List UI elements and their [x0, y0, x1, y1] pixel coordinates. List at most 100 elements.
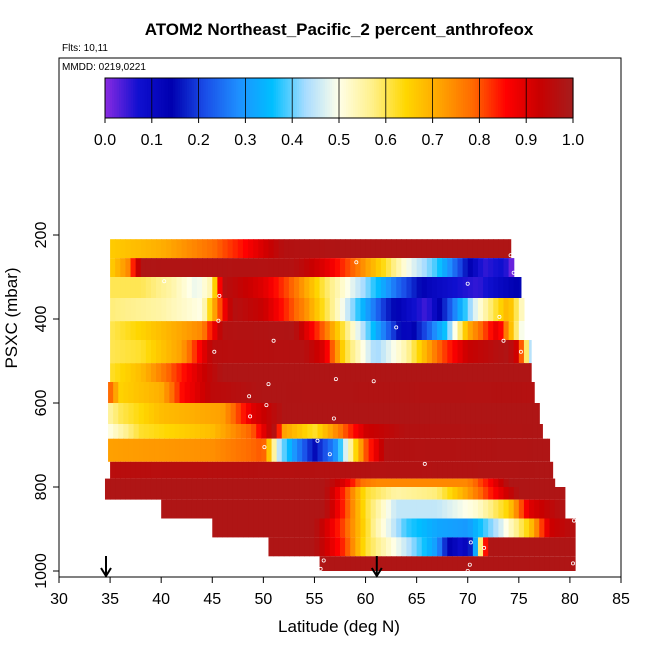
- heatmap-cell-11: [493, 461, 499, 479]
- heatmap-cell-2: [156, 277, 162, 298]
- heatmap-cell-4: [253, 321, 259, 340]
- colorbar-segment: [432, 78, 436, 118]
- heatmap-cell-11: [294, 461, 300, 479]
- heatmap-cell-3: [248, 298, 254, 322]
- heatmap-cell-5: [222, 340, 229, 364]
- heatmap-cell-8: [297, 403, 303, 424]
- heatmap-cell-7: [521, 382, 528, 403]
- heatmap-cell-11: [299, 461, 305, 479]
- colorbar-segment: [170, 78, 174, 118]
- heatmap-cell-3: [498, 298, 505, 322]
- heatmap-cell-9: [169, 424, 176, 439]
- heatmap-cell-12: [483, 478, 489, 487]
- heatmap-cell-16: [288, 537, 295, 557]
- x-axis-label: Latitude (deg N): [278, 617, 400, 636]
- heatmap-cell-10: [307, 438, 314, 462]
- heatmap-cell-11: [202, 461, 208, 479]
- heatmap-cell-5: [115, 340, 121, 364]
- heatmap-cell-11: [385, 461, 392, 479]
- heatmap-cell-9: [297, 424, 303, 439]
- heatmap-cell-12: [299, 478, 305, 487]
- heatmap-cell-2: [130, 277, 137, 298]
- heatmap-cell-15: [462, 518, 469, 538]
- heatmap-cell-12: [477, 478, 484, 487]
- heatmap-cell-1: [110, 258, 116, 277]
- heatmap-cell-14: [334, 499, 341, 519]
- heatmap-cell-17: [431, 556, 438, 571]
- heatmap-cell-6: [462, 363, 469, 382]
- heatmap-cell-10: [179, 438, 186, 462]
- heatmap-cell-0: [125, 239, 132, 259]
- colorbar-segment: [329, 78, 333, 118]
- heatmap-cell-6: [140, 363, 147, 382]
- heatmap-cell-12: [196, 478, 203, 487]
- heatmap-cell-7: [133, 382, 140, 403]
- colorbar-segment: [334, 78, 338, 118]
- heatmap-cell-8: [164, 403, 170, 424]
- heatmap-cell-9: [491, 424, 497, 439]
- heatmap-cell-2: [498, 277, 505, 298]
- heatmap-cell-3: [365, 298, 372, 322]
- heatmap-cell-2: [452, 277, 459, 298]
- heatmap-cell-7: [281, 382, 288, 403]
- heatmap-cell-5: [452, 340, 459, 364]
- heatmap-cell-8: [491, 403, 497, 424]
- heatmap-cell-13: [493, 487, 499, 500]
- colorbar-segment: [537, 78, 541, 118]
- heatmap-cell-7: [445, 382, 451, 403]
- heatmap-cell-17: [406, 556, 413, 571]
- heatmap-cell-8: [312, 403, 319, 424]
- heatmap-cell-6: [222, 363, 229, 382]
- heatmap-cell-6: [150, 363, 157, 382]
- heatmap-cell-14: [518, 499, 525, 519]
- heatmap-cell-11: [406, 461, 413, 479]
- heatmap-cell-3: [391, 298, 397, 322]
- heatmap-cell-1: [242, 258, 249, 277]
- heatmap-cell-2: [263, 277, 270, 298]
- heatmap-cell-13: [406, 487, 413, 500]
- heatmap-cell-0: [477, 239, 484, 259]
- heatmap-cell-7: [404, 382, 411, 403]
- heatmap-cell-13: [288, 487, 295, 500]
- heatmap-cell-6: [288, 363, 295, 382]
- colorbar-segment: [229, 78, 232, 118]
- heatmap-cell-0: [273, 239, 280, 259]
- heatmap-cell-4: [125, 321, 132, 340]
- heatmap-cell-0: [115, 239, 121, 259]
- heatmap-cell-6: [380, 363, 387, 382]
- heatmap-cell-0: [370, 239, 377, 259]
- heatmap-cell-7: [332, 382, 339, 403]
- heatmap-cell-8: [501, 403, 508, 424]
- heatmap-cell-6: [513, 363, 520, 382]
- heatmap-cell-13: [161, 487, 167, 500]
- heatmap-cell-15: [457, 518, 464, 538]
- heatmap-cell-0: [345, 239, 351, 259]
- colorbar-segment: [179, 78, 183, 118]
- heatmap-cell-6: [314, 363, 321, 382]
- heatmap-cell-8: [363, 403, 370, 424]
- heatmap-cell-11: [115, 461, 121, 479]
- heatmap-cell-5: [207, 340, 213, 364]
- heatmap-cell-12: [385, 478, 392, 487]
- heatmap-cell-6: [166, 363, 172, 382]
- heatmap-cell-13: [253, 487, 259, 500]
- heatmap-cell-6: [207, 363, 213, 382]
- heatmap-cell-16: [345, 537, 351, 557]
- heatmap-cell-10: [184, 438, 191, 462]
- heatmap-cell-15: [493, 518, 499, 538]
- heatmap-cell-17: [477, 556, 484, 571]
- heatmap-cell-16: [273, 537, 280, 557]
- heatmap-cell-10: [348, 438, 354, 462]
- heatmap-cell-16: [329, 537, 336, 557]
- heatmap-cell-14: [493, 499, 499, 519]
- heatmap-cell-8: [322, 403, 329, 424]
- heatmap-cell-2: [140, 277, 147, 298]
- heatmap-cell-15: [375, 518, 382, 538]
- heatmap-cell-9: [337, 424, 344, 439]
- colorbar-segment: [184, 78, 188, 118]
- heatmap-cell-5: [258, 340, 264, 364]
- heatmap-cell-2: [232, 277, 239, 298]
- heatmap-cell-11: [278, 461, 285, 479]
- heatmap-cell-3: [237, 298, 244, 322]
- heatmap-cell-9: [281, 424, 288, 439]
